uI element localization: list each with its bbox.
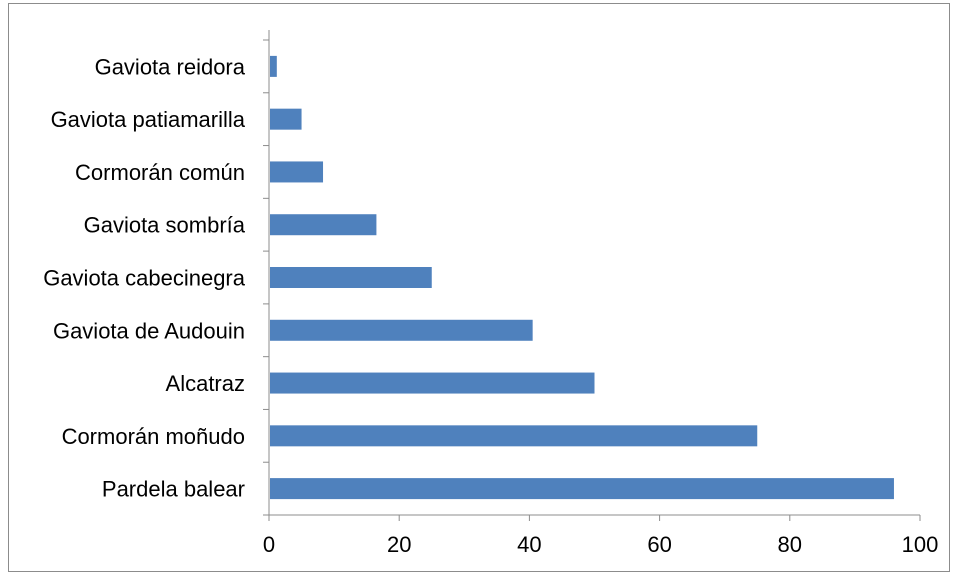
- category-label-8: Gaviota reidora: [95, 54, 246, 79]
- category-label-1: Cormorán moñudo: [62, 424, 245, 449]
- bar-8: [270, 56, 277, 77]
- bar-2: [270, 373, 595, 394]
- tick-labels-group: 0 20 40 60 80 100: [263, 532, 938, 557]
- category-label-0: Pardela balear: [102, 477, 245, 502]
- bar-3: [270, 320, 533, 341]
- x-tick-label-5: 100: [902, 532, 939, 557]
- bar-6: [270, 161, 323, 182]
- bars-group: [270, 56, 894, 499]
- x-tick-label-3: 60: [647, 532, 671, 557]
- x-tick-label-1: 20: [387, 532, 411, 557]
- bar-1: [270, 425, 757, 446]
- bar-5: [270, 214, 376, 235]
- x-tick-label-0: 0: [263, 532, 275, 557]
- category-label-4: Gaviota cabecinegra: [43, 266, 246, 291]
- bar-4: [270, 267, 432, 288]
- x-tick-label-2: 40: [517, 532, 541, 557]
- category-label-5: Gaviota sombría: [84, 213, 246, 238]
- bar-0: [270, 478, 894, 499]
- x-tick-label-4: 80: [778, 532, 802, 557]
- bar-7: [270, 109, 302, 130]
- category-label-6: Cormorán común: [75, 160, 245, 185]
- category-labels-group: Pardela balear Cormorán moñudo Alcatraz Gav…: [43, 54, 246, 501]
- category-label-7: Gaviota patiamarilla: [51, 107, 246, 132]
- category-label-3: Gaviota de Audouin: [53, 318, 245, 343]
- category-label-2: Alcatraz: [166, 371, 245, 396]
